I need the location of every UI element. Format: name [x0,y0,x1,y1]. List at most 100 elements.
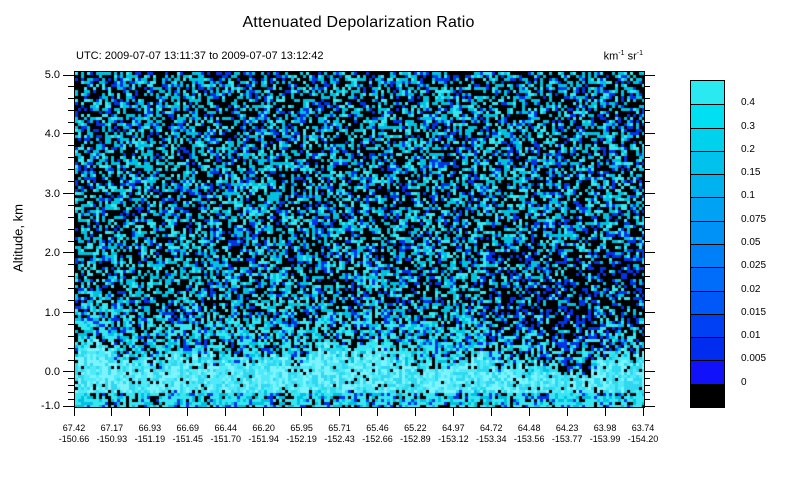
y-major-tick-left [63,74,74,76]
y-tick-label: 0.0 [44,365,60,378]
y-major-tick-right [644,371,655,373]
y-axis-label: Altitude, km [10,204,26,272]
x-major-tick [452,408,454,416]
x-tick-label-longitude: -151.45 [172,434,204,444]
y-minor-tick-right [644,181,650,183]
y-minor-tick-left [68,240,74,242]
x-major-tick [604,408,606,416]
colorbar-tick-label: 0.025 [741,260,767,272]
colorbar-segment [691,244,724,268]
x-tick-label-latitude: 65.46 [366,423,389,433]
colorbar-tick-label: 0.01 [741,330,761,342]
y-minor-tick-left [68,169,74,171]
colorbar-tick-label: 0.005 [741,353,767,365]
y-minor-tick-right [644,157,650,159]
y-minor-tick-right [644,359,650,361]
y-tick-label: -1.0 [41,400,60,412]
x-tick-label-longitude: -153.34 [476,434,507,444]
x-major-tick [187,408,189,416]
y-major-tick-left [63,405,74,407]
x-tick-label-longitude: -150.66 [58,434,90,444]
colorbar [690,80,725,408]
x-tick-label-latitude: 67.17 [100,423,124,433]
y-minor-tick-left [68,86,74,88]
colorbar-segment [691,313,724,338]
colorbar-tick-label: 0.1 [741,190,755,202]
y-minor-tick-left [68,264,74,266]
colorbar-tick-label: 0.2 [741,143,755,155]
y-minor-tick-left [68,384,74,386]
y-major-tick-right [644,405,655,407]
y-minor-tick-right [644,264,650,266]
y-tick-label: 3.0 [44,187,60,200]
colorbar-tick-label: 0 [741,376,747,388]
colorbar-segment [691,174,724,198]
y-minor-tick-left [68,347,74,349]
colorbar-tick-label: 0.05 [741,237,761,248]
y-major-tick-right [644,74,655,76]
x-tick-label-longitude: -153.77 [551,434,583,444]
y-minor-tick-right [644,86,650,88]
y-minor-tick-left [68,228,74,230]
x-tick-label-longitude: -153.99 [589,434,621,444]
colorbar-segment [691,337,724,361]
y-tick-label: 2.0 [44,246,60,259]
y-minor-tick-right [644,121,650,123]
x-tick-label-latitude: 66.20 [252,423,275,433]
x-tick-label-longitude: -151.19 [134,434,166,444]
x-tick-label-longitude: -152.89 [400,434,431,444]
units-label: km-1 sr-1 [540,50,643,63]
colorbar-segment [691,383,724,407]
colorbar-segment [691,267,724,291]
y-minor-tick-left [68,398,74,400]
x-tick-label-latitude: 66.44 [214,423,237,433]
y-minor-tick-right [644,169,650,171]
x-major-tick [73,408,75,416]
x-tick-label-longitude: -152.66 [362,434,393,444]
y-minor-tick-right [644,228,650,230]
y-minor-tick-right [644,391,650,393]
x-tick-label-latitude: 67.42 [62,423,86,433]
x-major-tick [263,408,265,416]
heatmap-plot-area [74,71,645,408]
x-major-tick [414,408,416,416]
colorbar-segment [691,290,724,314]
y-minor-tick-right [644,300,650,302]
x-tick-label-longitude: -152.19 [286,434,317,444]
y-minor-tick-left [68,359,74,361]
colorbar-tick-label: 0.4 [741,97,755,109]
y-minor-tick-left [68,145,74,147]
y-minor-tick-right [644,378,650,380]
y-major-tick-left [63,252,74,254]
x-tick-label-latitude: 66.69 [176,423,200,433]
colorbar-tick-label: 0.15 [741,167,761,179]
x-tick-label-latitude: 65.71 [328,423,351,433]
x-tick-label-longitude: -151.94 [248,434,279,444]
y-minor-tick-left [68,378,74,380]
y-major-tick-left [63,371,74,373]
x-tick-label-latitude: 64.23 [555,423,579,433]
x-tick-label-longitude: -153.56 [513,434,545,444]
colorbar-segment [691,360,724,384]
y-minor-tick-right [644,276,650,278]
colorbar-segment [691,104,724,128]
y-minor-tick-left [68,324,74,326]
colorbar-tick-label: 0.075 [741,213,767,225]
y-major-tick-right [644,133,655,135]
y-minor-tick-left [68,157,74,159]
x-major-tick [528,408,530,416]
y-major-tick-left [63,312,74,314]
x-tick-label-latitude: 64.97 [442,423,465,433]
colorbar-tick-label: 0.015 [741,306,767,318]
colorbar-tick-label: 0.3 [741,120,755,132]
x-tick-label-latitude: 65.95 [290,423,313,433]
x-tick-label-longitude: -152.43 [324,434,355,444]
x-tick-label-longitude: -151.70 [210,434,241,444]
y-minor-tick-left [68,300,74,302]
x-tick-label-latitude: 63.74 [631,423,655,433]
y-minor-tick-right [644,347,650,349]
y-major-tick-right [644,312,655,314]
y-minor-tick-left [68,217,74,219]
y-minor-tick-right [644,288,650,290]
